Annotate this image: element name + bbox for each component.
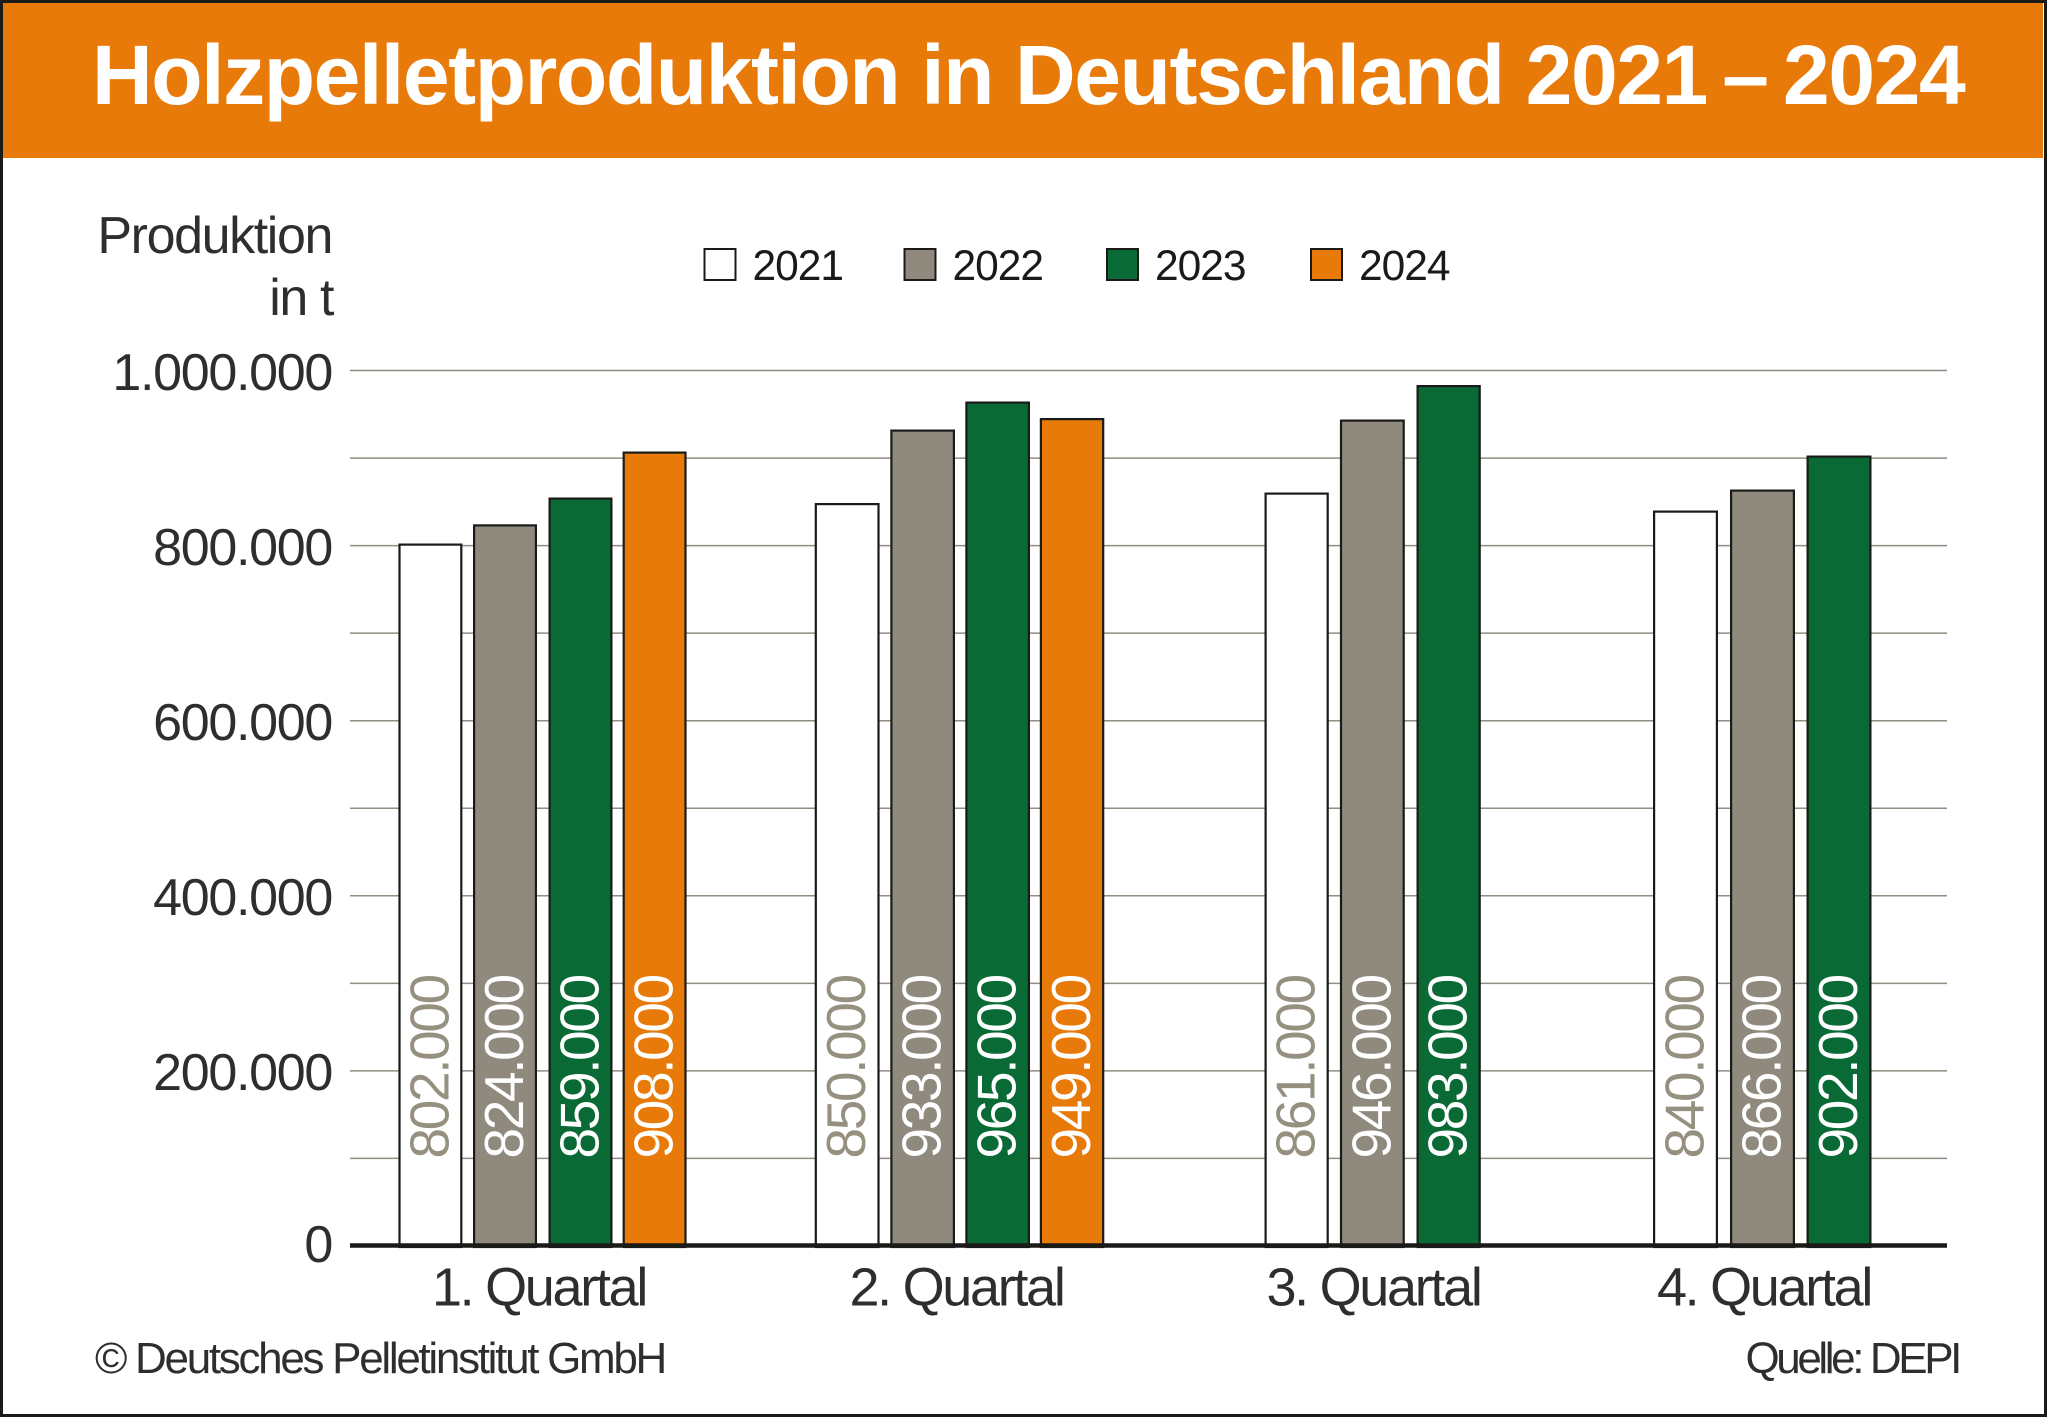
- svg-text:1. Quartal: 1. Quartal: [432, 1258, 646, 1318]
- svg-text:4. Quartal: 4. Quartal: [1657, 1258, 1871, 1318]
- svg-text:2024: 2024: [1359, 243, 1450, 290]
- svg-text:802.000: 802.000: [398, 975, 460, 1158]
- svg-text:© Deutsches Pelletinstitut Gmb: © Deutsches Pelletinstitut GmbH: [95, 1334, 665, 1383]
- svg-text:in t: in t: [269, 269, 335, 327]
- svg-text:824.000: 824.000: [473, 975, 535, 1158]
- svg-text:859.000: 859.000: [549, 975, 611, 1158]
- svg-text:600.000: 600.000: [153, 694, 332, 752]
- svg-text:800.000: 800.000: [153, 519, 332, 577]
- svg-text:0: 0: [304, 1216, 332, 1274]
- svg-text:2023: 2023: [1155, 243, 1246, 290]
- svg-text:908.000: 908.000: [623, 975, 685, 1158]
- svg-text:2022: 2022: [953, 243, 1044, 290]
- svg-text:Quelle: DEPI: Quelle: DEPI: [1745, 1334, 1959, 1383]
- svg-text:2021: 2021: [753, 243, 844, 290]
- svg-text:983.000: 983.000: [1417, 975, 1479, 1158]
- svg-text:946.000: 946.000: [1340, 975, 1402, 1158]
- svg-text:861.000: 861.000: [1265, 975, 1327, 1158]
- svg-text:902.000: 902.000: [1807, 975, 1869, 1158]
- svg-text:200.000: 200.000: [153, 1044, 332, 1102]
- svg-text:866.000: 866.000: [1731, 975, 1793, 1158]
- svg-text:840.000: 840.000: [1654, 975, 1716, 1158]
- svg-text:Holzpelletproduktion in Deutsc: Holzpelletproduktion in Deutschland 2021…: [92, 28, 1966, 122]
- svg-text:3. Quartal: 3. Quartal: [1266, 1258, 1480, 1318]
- svg-text:965.000: 965.000: [966, 975, 1028, 1158]
- svg-text:Produktion: Produktion: [97, 207, 332, 265]
- svg-text:933.000: 933.000: [891, 975, 953, 1158]
- svg-text:850.000: 850.000: [815, 975, 877, 1158]
- svg-text:1.000.000: 1.000.000: [112, 344, 332, 402]
- svg-text:400.000: 400.000: [153, 869, 332, 927]
- svg-text:949.000: 949.000: [1040, 975, 1102, 1158]
- svg-text:2. Quartal: 2. Quartal: [849, 1258, 1063, 1318]
